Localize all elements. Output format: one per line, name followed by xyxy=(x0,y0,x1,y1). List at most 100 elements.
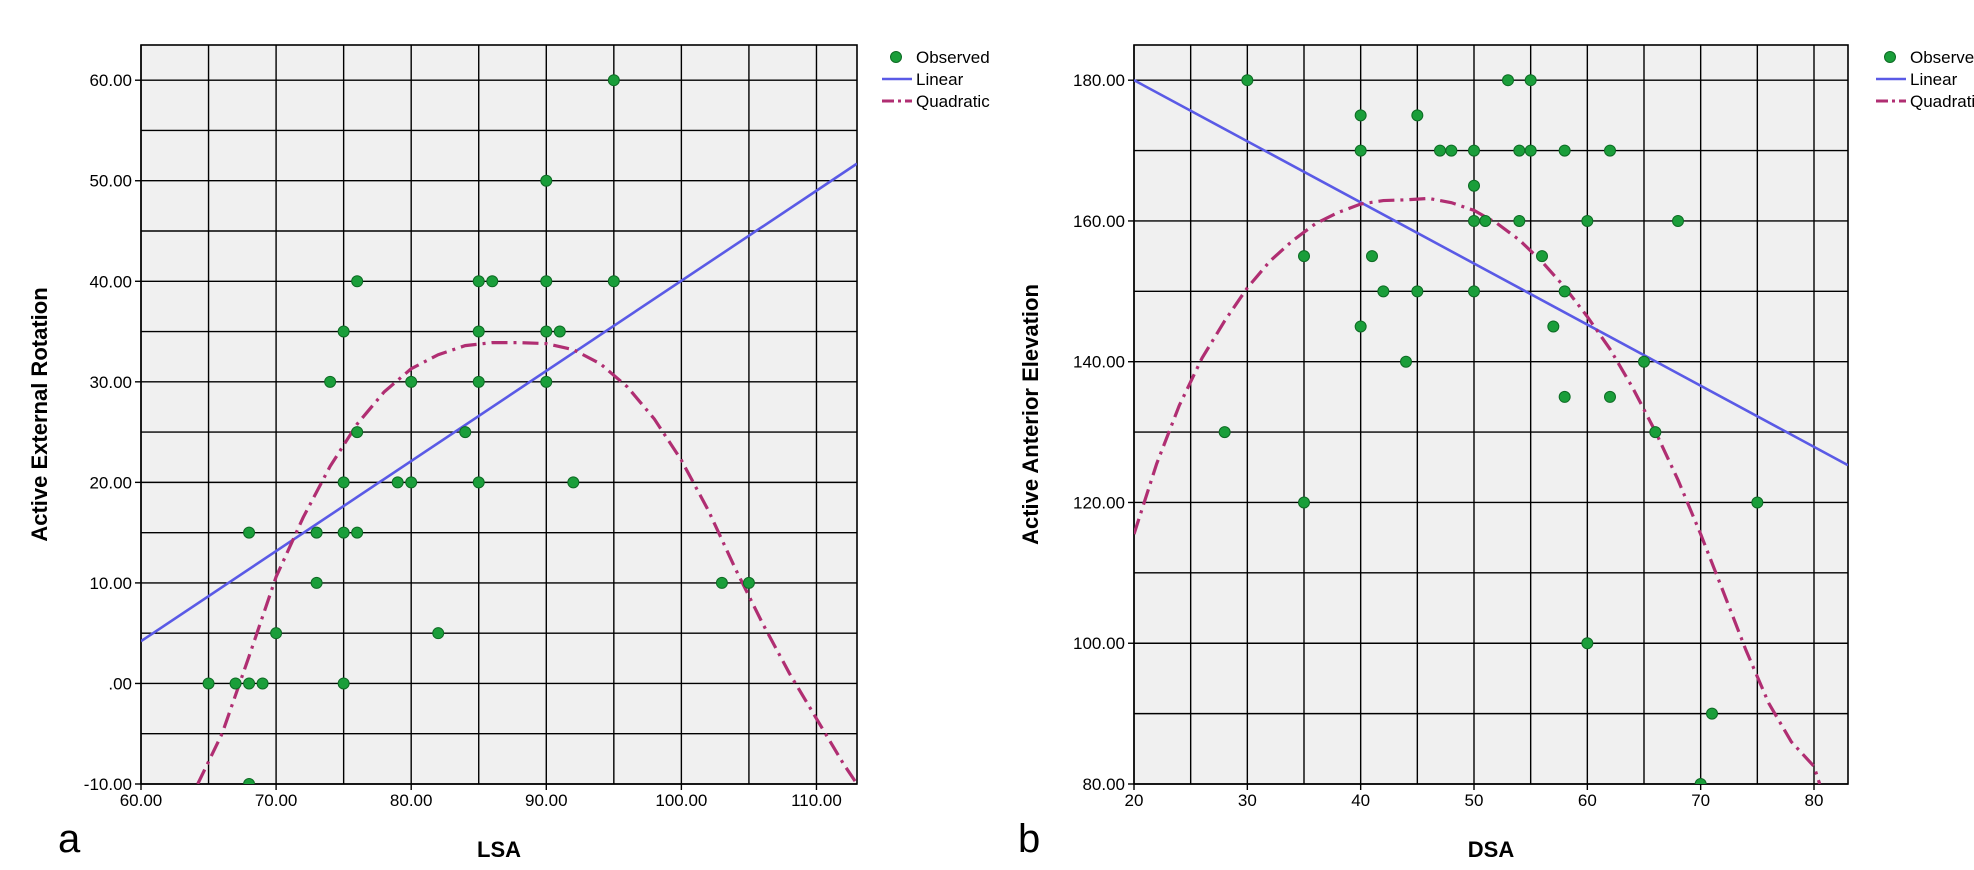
x-axis-label: DSA xyxy=(1468,837,1515,862)
x-tick-label: 80.00 xyxy=(390,791,433,810)
x-tick-label: 70 xyxy=(1691,791,1710,810)
y-tick-label: -10.00 xyxy=(84,775,132,794)
legend-label: Linear xyxy=(916,70,964,89)
y-tick-label: 100.00 xyxy=(1073,634,1125,653)
observed-point xyxy=(351,275,364,288)
observed-point xyxy=(1354,144,1367,157)
observed-point xyxy=(1502,74,1514,87)
observed-point xyxy=(1241,74,1254,87)
observed-point xyxy=(1400,355,1412,368)
observed-point xyxy=(472,476,485,489)
observed-point xyxy=(472,275,485,288)
observed-point xyxy=(324,375,337,388)
observed-point xyxy=(607,74,620,87)
y-tick-label: 140.00 xyxy=(1073,353,1125,372)
plot-area xyxy=(1134,45,1848,784)
observed-point xyxy=(1411,285,1424,298)
observed-point xyxy=(337,325,350,338)
plot-frame xyxy=(140,44,858,785)
panel-label: b xyxy=(1018,817,1040,861)
observed-point xyxy=(1354,109,1367,122)
linear-fit-line xyxy=(141,162,857,643)
observed-point xyxy=(310,576,323,589)
x-tick-label: 40 xyxy=(1351,791,1370,810)
y-tick-label: 50.00 xyxy=(89,172,132,191)
observed-point xyxy=(1581,214,1594,227)
observed-point xyxy=(1434,144,1446,157)
linear-fit-line xyxy=(1134,79,1848,467)
observed-point xyxy=(1468,285,1480,298)
observed-point xyxy=(256,677,269,690)
observed-point xyxy=(310,526,323,539)
x-tick-label: 20 xyxy=(1125,791,1144,810)
x-tick-label: 80 xyxy=(1805,791,1824,810)
chart-panel-a: 60.00 70.00 80.00 90.00 100.00 110.00 -10.00 .0… xyxy=(27,44,990,862)
observed-point xyxy=(459,426,472,439)
observed-point xyxy=(1298,250,1310,263)
y-tick-label: 180.00 xyxy=(1073,71,1125,90)
observed-point xyxy=(540,174,553,187)
observed-point xyxy=(607,275,620,288)
observed-point xyxy=(1524,144,1537,157)
observed-point xyxy=(1366,250,1378,263)
panel-label: a xyxy=(58,817,81,861)
y-tick-label: 10.00 xyxy=(89,574,132,593)
observed-point xyxy=(1354,320,1367,333)
series-group xyxy=(141,74,857,784)
x-tick-label: 50 xyxy=(1465,791,1484,810)
observed-point xyxy=(1558,390,1571,403)
observed-point xyxy=(243,526,256,539)
observed-point xyxy=(351,526,364,539)
observed-point xyxy=(742,576,755,589)
observed-point xyxy=(1513,214,1526,227)
observed-point xyxy=(1558,285,1571,298)
legend-label: Quadratic xyxy=(916,92,990,111)
observed-point xyxy=(1672,214,1684,227)
observed-point xyxy=(337,677,350,690)
observed-point xyxy=(243,778,256,784)
observed-point xyxy=(715,576,728,589)
observed-point xyxy=(1513,144,1526,157)
x-tick-label: 60.00 xyxy=(120,791,163,810)
observed-point xyxy=(1694,778,1707,784)
x-tick-label: 110.00 xyxy=(791,791,842,810)
observed-point xyxy=(540,375,553,388)
x-axis-label: LSA xyxy=(477,837,521,862)
series-group xyxy=(1134,74,1848,784)
quadratic-fit-curve xyxy=(1134,196,1822,784)
observed-point xyxy=(1298,496,1310,509)
observed-point xyxy=(1536,250,1548,263)
observed-point xyxy=(1411,109,1424,122)
observed-point xyxy=(540,325,553,338)
observed-point xyxy=(432,627,445,640)
y-tick-label: 160.00 xyxy=(1073,212,1125,231)
y-axis-label: Active Anterior Elevation xyxy=(1018,284,1043,545)
observed-point xyxy=(1604,144,1616,157)
observed-point xyxy=(202,677,215,690)
legend-marker-observed xyxy=(1884,51,1896,63)
observed-point xyxy=(351,426,364,439)
observed-point xyxy=(1706,707,1718,720)
observed-point xyxy=(553,325,566,338)
plot-frame xyxy=(1133,44,1849,785)
observed-point xyxy=(472,375,485,388)
observed-point xyxy=(1649,426,1662,439)
observed-point xyxy=(486,275,499,288)
x-tick-label: 70.00 xyxy=(255,791,298,810)
legend: Observed Linear Quadratic xyxy=(882,48,990,111)
observed-point xyxy=(337,476,350,489)
plot-area xyxy=(141,45,857,784)
y-tick-label: 20.00 xyxy=(89,473,132,492)
observed-point xyxy=(1547,320,1560,333)
observed-point xyxy=(1524,74,1537,87)
observed-point xyxy=(270,627,283,640)
observed-point xyxy=(1445,144,1458,157)
y-tick-label: 30.00 xyxy=(89,373,132,392)
grid xyxy=(1133,45,1848,785)
legend-label: Observed xyxy=(916,48,990,67)
observed-point xyxy=(229,677,242,690)
legend-label: Quadratic xyxy=(1910,92,1974,111)
observed-point xyxy=(391,476,404,489)
chart-panel-b: 20 30 40 50 60 70 80 80.00 100.00 120.00 140.00 160… xyxy=(1018,44,1974,862)
